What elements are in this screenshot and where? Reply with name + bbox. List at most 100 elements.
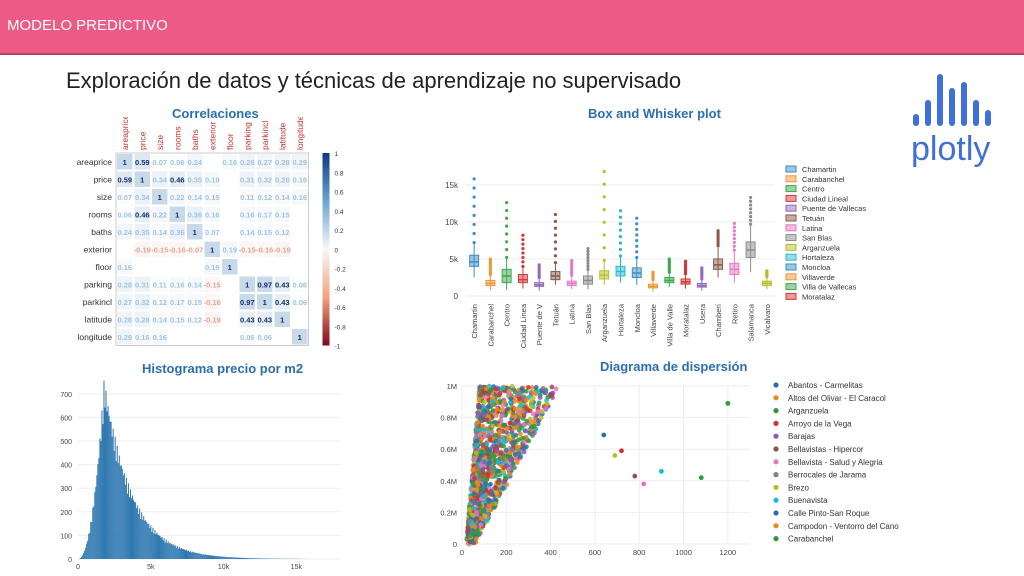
column-label: price — [137, 131, 147, 150]
row-label: floor — [95, 262, 112, 272]
correlation-cell — [169, 224, 185, 240]
correlation-cell — [274, 311, 290, 327]
histogram-bar — [123, 473, 125, 559]
outlier-point — [505, 208, 509, 213]
colorbar-tick: -1 — [335, 344, 341, 351]
colorbar-tick: 0.4 — [335, 209, 344, 216]
histogram-bar — [176, 546, 178, 559]
scatter-point — [478, 463, 484, 469]
outlier-point — [488, 266, 492, 270]
outlier-point — [732, 237, 736, 241]
outlier-point — [732, 248, 736, 252]
scatter-point — [530, 411, 536, 417]
correlation-cell — [204, 171, 220, 187]
outlier-point — [521, 246, 525, 251]
histogram-bar — [171, 544, 173, 559]
histogram-bar — [240, 557, 242, 559]
correlation-value: -0.07 — [186, 245, 203, 254]
correlation-cell — [257, 224, 273, 240]
scatter-point — [512, 389, 518, 395]
outlier-point — [618, 241, 623, 245]
outlier-point — [586, 258, 590, 263]
outlier-point — [732, 233, 736, 237]
y-tick-label: 0.6M — [440, 445, 457, 454]
x-tick-label: 10k — [218, 564, 230, 571]
legend-swatch — [785, 283, 797, 291]
histogram-bar — [136, 508, 138, 559]
row-label: baths — [91, 227, 112, 237]
legend-item: Ciudad Lineal — [802, 194, 848, 203]
scatter-point — [473, 536, 479, 542]
correlation-value: 0.19 — [205, 175, 220, 184]
histogram-bar — [129, 489, 131, 559]
scatter-point — [536, 400, 542, 406]
histogram-bar — [89, 532, 91, 559]
correlation-value: 0.17 — [257, 210, 272, 219]
y-tick-label: 0.8M — [440, 414, 457, 423]
correlation-cell — [152, 189, 168, 205]
scatter-point — [503, 475, 509, 481]
correlation-cell — [187, 171, 203, 187]
scatter-point — [484, 442, 490, 448]
plotly-logo-icon: plotly — [911, 74, 991, 168]
outlier-point — [635, 239, 639, 243]
scatter-point — [481, 493, 487, 499]
correlation-cell — [204, 224, 220, 240]
correlation-value: 0.07 — [117, 193, 132, 202]
x-tick-label: Puente de V — [535, 304, 544, 345]
correlation-value: 0.19 — [205, 263, 220, 272]
histogram-bar — [143, 516, 145, 559]
correlation-cell — [152, 171, 168, 187]
legend-swatch — [785, 273, 797, 281]
correlation-cell — [169, 171, 185, 187]
outlier-point — [521, 264, 525, 268]
scatter-point — [465, 525, 471, 531]
outlier-point — [521, 233, 525, 237]
x-tick-label: 0 — [460, 548, 464, 557]
correlation-value: 1 — [193, 228, 197, 237]
histogram-bar — [160, 537, 162, 559]
colorbar-tick: -0.6 — [335, 305, 347, 312]
correlation-value: 0.36 — [187, 210, 202, 219]
histogram-bar — [125, 477, 127, 559]
correlation-value: 0.11 — [240, 193, 254, 202]
scatter-point — [513, 432, 519, 438]
column-label: floor — [225, 133, 235, 150]
column-label: size — [155, 135, 165, 150]
histogram-bar — [117, 463, 119, 559]
scatter-point — [504, 426, 510, 432]
legend-swatch — [785, 253, 797, 261]
correlation-value: 0.43 — [257, 315, 272, 324]
scatter-point — [480, 442, 486, 448]
histogram-bar — [224, 557, 226, 559]
scatter-point — [491, 505, 497, 510]
scatter-point — [487, 455, 492, 460]
correlation-cell — [292, 276, 308, 292]
y-tick-label: 700 — [60, 392, 72, 399]
scatter-point — [518, 403, 524, 408]
histogram-bar — [261, 558, 263, 559]
correlation-value: 0.31 — [135, 280, 150, 289]
scatter-point — [472, 475, 477, 481]
correlation-cell — [239, 171, 255, 187]
correlation-cell — [274, 189, 290, 205]
scatter-point — [533, 385, 539, 390]
correlation-cell — [239, 329, 255, 345]
x-tick-label: Arganzuela — [600, 303, 609, 342]
outlier-point — [521, 260, 525, 264]
y-tick-label: 500 — [60, 439, 72, 446]
correlation-cell — [257, 276, 273, 292]
column-label: areaprice — [120, 117, 130, 150]
column-label: baths — [190, 129, 200, 150]
histogram-bar — [112, 428, 114, 559]
x-tick-label: Retiro — [730, 304, 739, 324]
outlier-point — [618, 235, 623, 239]
colorbar-tick: -0.8 — [335, 324, 347, 331]
legend-marker — [773, 459, 779, 465]
correlation-value: 1 — [228, 263, 232, 272]
scatter-point — [528, 404, 534, 410]
correlation-value: 0.46 — [170, 175, 185, 184]
histogram-bar — [222, 556, 224, 559]
scatter-point — [474, 487, 480, 493]
histogram-bar — [186, 549, 188, 559]
